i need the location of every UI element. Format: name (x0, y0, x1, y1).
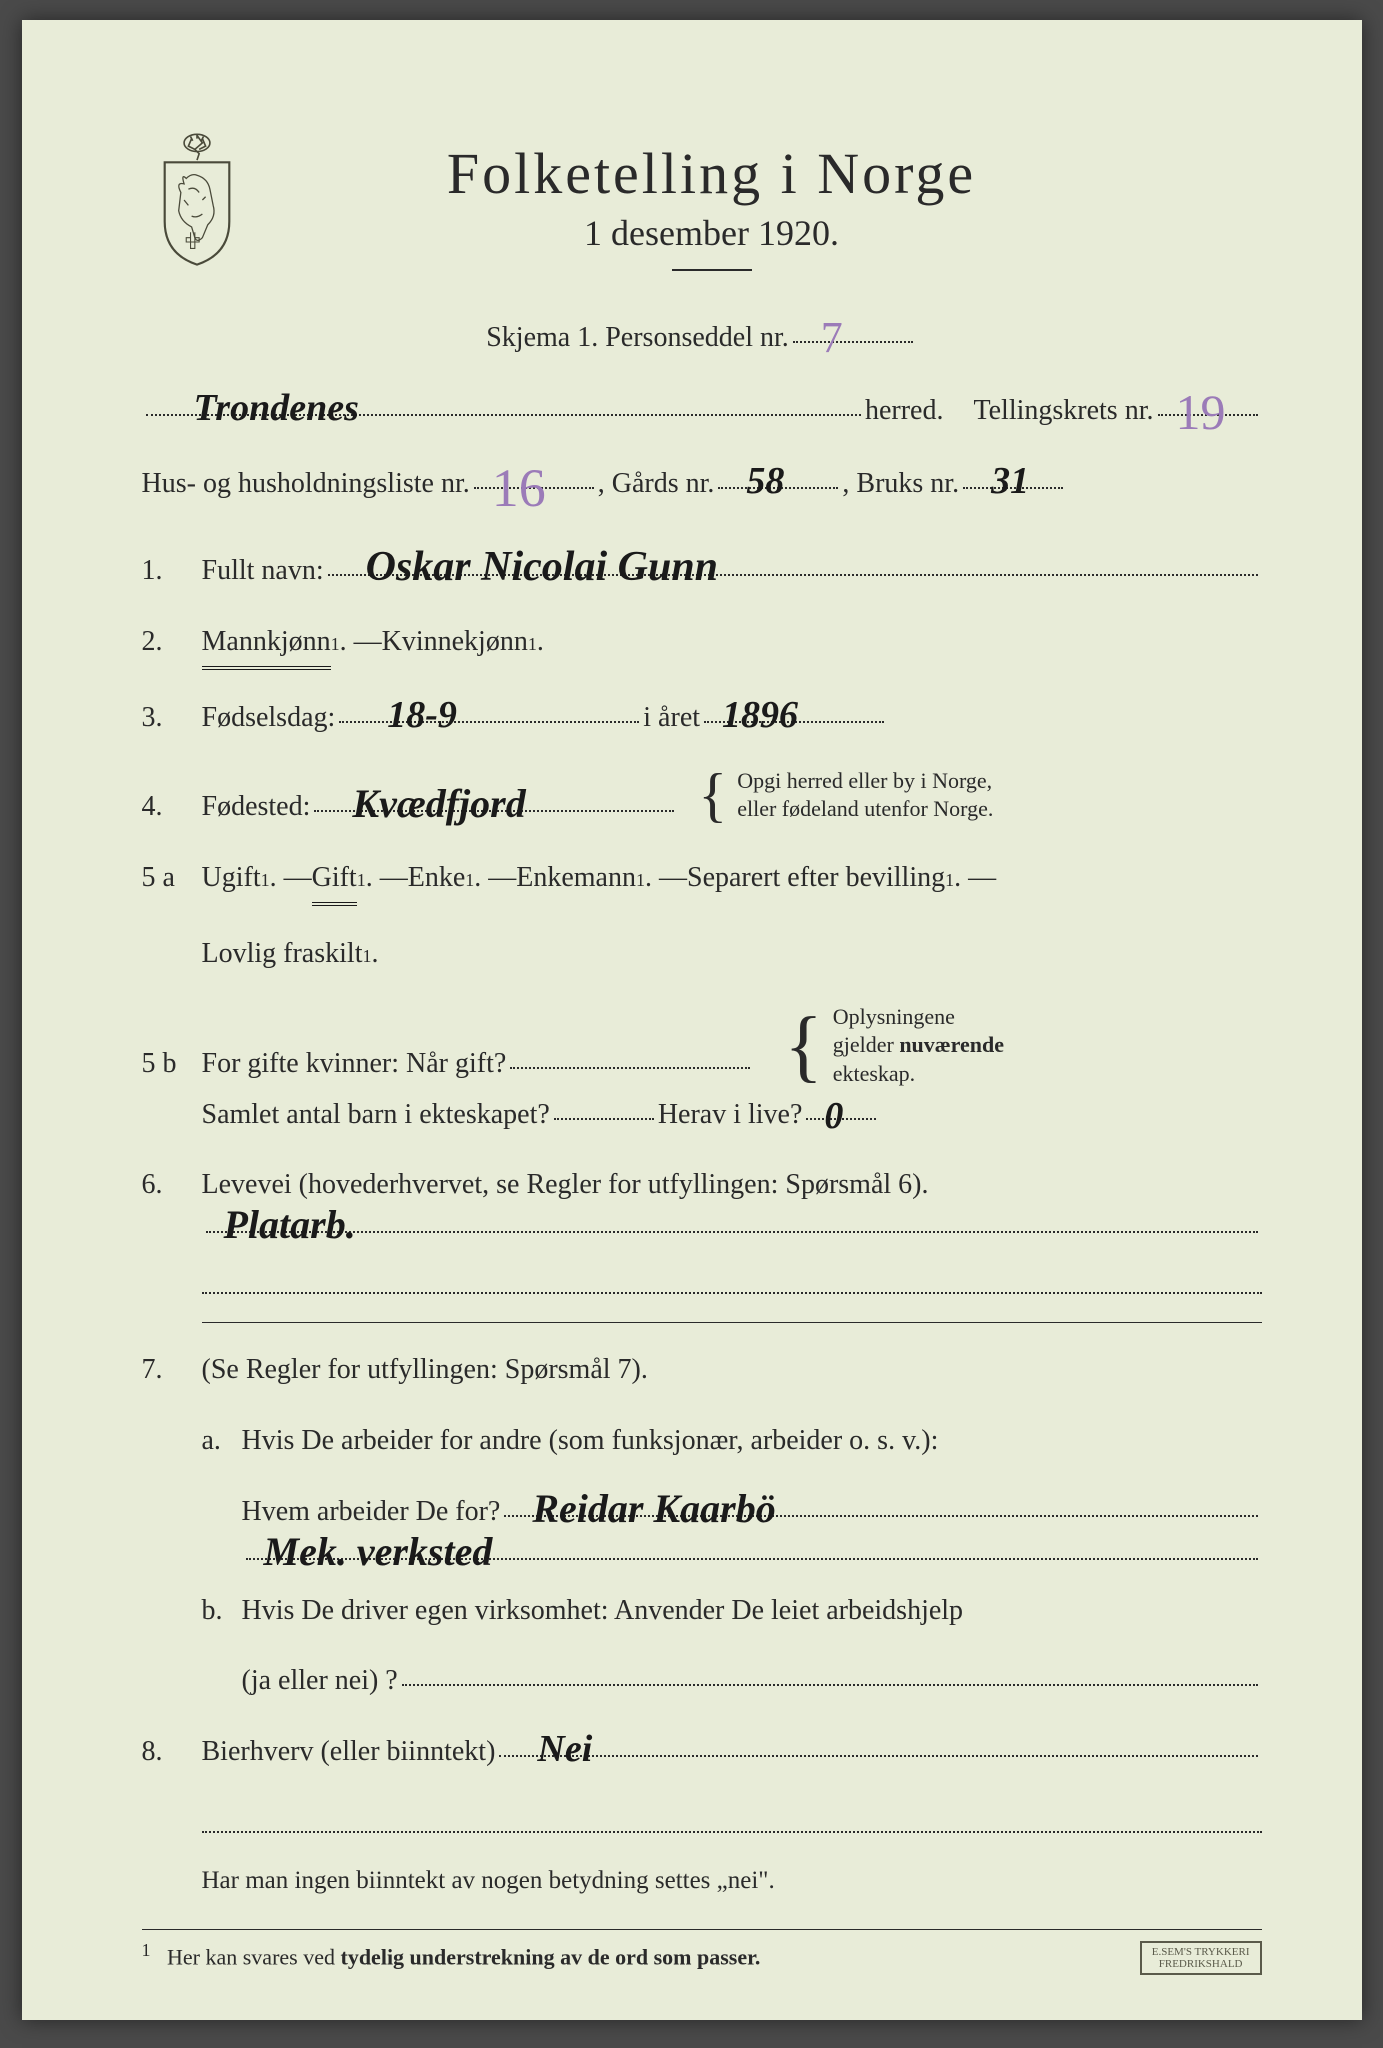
q5b-note2: gjelder nuværende (833, 1031, 1004, 1060)
q6-blank-line (202, 1262, 1262, 1294)
printer-stamp: E.SEM'S TRYKKERI FREDRIKSHALD (1140, 1941, 1262, 1975)
document-header: Folketelling i Norge 1 desember 1920. (142, 140, 1262, 286)
q5b-row2: Samlet antal barn i ekteskapet? Herav i … (142, 1093, 1262, 1138)
q7b-letter: b. (202, 1589, 242, 1634)
form-body: Skjema 1. Personseddel nr. 7 Trondenes h… (142, 316, 1262, 1901)
tellingskrets-label: Tellingskrets nr. (973, 389, 1153, 434)
q5a-fraskilt: Lovlig fraskilt (202, 932, 363, 977)
q7a-letter: a. (202, 1419, 242, 1464)
document-footer: 1 Her kan svares ved tydelig understrekn… (142, 1929, 1262, 1970)
q7b-line1: Hvis De driver egen virksomhet: Anvender… (242, 1589, 964, 1634)
q3-day: 18-9 (379, 685, 465, 746)
q5a-row: 5 a Ugift1. — Gift1. — Enke1. — Enkemann… (142, 856, 1262, 906)
q7b-line2: (ja eller nei) ? (242, 1659, 398, 1704)
q4-note-line2: eller fødeland utenfor Norge. (737, 795, 993, 824)
q3-num: 3. (142, 696, 202, 741)
tellingskrets-nr: 19 (1168, 372, 1234, 452)
q5b-note: { Oplysningene gjelder nuværende ekteska… (784, 1003, 1004, 1089)
bruks-nr: 31 (983, 451, 1037, 512)
q7a-row3: Mek. verksted (142, 1561, 1262, 1563)
q7a-value2: Mek. verksted (256, 1520, 501, 1584)
q5a-num: 5 a (142, 856, 202, 901)
q5b-label1: For gifte kvinner: Når gift? (202, 1042, 507, 1087)
q5a-enke: Enke (408, 856, 466, 901)
stamp-line1: E.SEM'S TRYKKERI (1152, 1946, 1250, 1958)
q2-kvinne: Kvinnekjønn (382, 620, 528, 665)
bruks-label: , Bruks nr. (842, 462, 959, 507)
q5a-enkemann: Enkemann (516, 856, 636, 901)
q4-num: 4. (142, 785, 202, 830)
q5a-gift: Gift (312, 856, 357, 906)
personseddel-nr: 7 (813, 303, 851, 373)
q7b-row: b. Hvis De driver egen virksomhet: Anven… (142, 1589, 1262, 1634)
main-title: Folketelling i Norge (292, 140, 1132, 207)
q8-row: 8. Bierhverv (eller biinntekt) Nei (142, 1730, 1262, 1775)
q3-year: 1896 (714, 685, 806, 746)
stamp-line2: FREDRIKSHALD (1152, 1958, 1250, 1970)
q4-value: Kvædfjord (344, 772, 533, 836)
gards-nr: 58 (738, 451, 792, 512)
q5b-num: 5 b (142, 1042, 202, 1087)
q3-year-label: i året (643, 696, 700, 741)
q8-label: Bierhverv (eller biinntekt) (202, 1730, 496, 1775)
coat-of-arms-icon (142, 130, 252, 270)
herred-label: herred. (865, 389, 944, 434)
q3-label: Fødselsdag: (202, 696, 336, 741)
q7b-row2: (ja eller nei) ? (142, 1659, 1262, 1704)
q2-mann: Mannkjønn (202, 620, 331, 670)
herred-name: Trondenes (186, 378, 367, 439)
q1-label: Fullt navn: (202, 549, 324, 594)
q6-value-row: Platarb. (142, 1234, 1262, 1236)
q5a-ugift: Ugift (202, 856, 261, 901)
q2-num: 2. (142, 620, 202, 665)
q5b-live: 0 (816, 1086, 851, 1147)
q5b-note1: Oplysningene (833, 1003, 1004, 1032)
q5a-row2: Lovlig fraskilt1. (142, 932, 1262, 977)
q1-num: 1. (142, 549, 202, 594)
q7-row: 7. (Se Regler for utfyllingen: Spørsmål … (142, 1348, 1262, 1393)
q3-row: 3. Fødselsdag: 18-9 i året 1896 (142, 696, 1262, 741)
footnote: 1 Her kan svares ved tydelig understrekn… (142, 1940, 1262, 1970)
q5b-row: 5 b For gifte kvinner: Når gift? { Oplys… (142, 1003, 1262, 1089)
q7-label: (Se Regler for utfyllingen: Spørsmål 7). (202, 1348, 648, 1393)
q6-value: Platarb. (216, 1193, 364, 1257)
q8-note: Har man ingen biinntekt av nogen betydni… (202, 1861, 775, 1901)
q2-row: 2. Mannkjønn1. — Kvinnekjønn1. (142, 620, 1262, 670)
title-block: Folketelling i Norge 1 desember 1920. (292, 140, 1262, 286)
husliste-label: Hus- og husholdningsliste nr. (142, 462, 470, 507)
gards-label: , Gårds nr. (598, 462, 715, 507)
census-form-document: Folketelling i Norge 1 desember 1920. Sk… (22, 20, 1362, 2020)
q8-blank-line (202, 1801, 1262, 1833)
q4-note-line1: Opgi herred eller by i Norge, (737, 767, 993, 796)
q4-row: 4. Fødested: Kvædfjord { Opgi herred ell… (142, 767, 1262, 830)
q4-note: { Opgi herred eller by i Norge, eller fø… (698, 767, 993, 824)
husliste-nr: 16 (484, 445, 554, 531)
q1-value: Oskar Nicolai Gunn (358, 534, 726, 601)
q8-note-row: Har man ingen biinntekt av nogen betydni… (142, 1861, 1262, 1901)
q7-num: 7. (142, 1348, 202, 1393)
title-divider (672, 269, 752, 271)
subtitle: 1 desember 1920. (292, 212, 1132, 254)
q5b-label3: Herav i live? (658, 1093, 803, 1138)
q7a-line1: Hvis De arbeider for andre (som funksjon… (242, 1419, 939, 1464)
q4-label: Fødested: (202, 785, 311, 830)
herred-row: Trondenes herred. Tellingskrets nr. 19 (142, 389, 1262, 434)
husliste-row: Hus- og husholdningsliste nr. 16 , Gårds… (142, 462, 1262, 507)
schema-row: Skjema 1. Personseddel nr. 7 (142, 316, 1262, 361)
q8-num: 8. (142, 1730, 202, 1775)
q6-num: 6. (142, 1163, 202, 1208)
section-divider (202, 1322, 1262, 1323)
q5a-separert: Separert efter bevilling (687, 856, 945, 901)
q7a-row: a. Hvis De arbeider for andre (som funks… (142, 1419, 1262, 1464)
q1-row: 1. Fullt navn: Oskar Nicolai Gunn (142, 549, 1262, 594)
q7a-value1: Reidar Kaarbö (524, 1477, 783, 1541)
q5b-note3: ekteskap. (833, 1060, 1004, 1089)
q8-value: Nei (529, 1719, 600, 1780)
q5b-label2: Samlet antal barn i ekteskapet? (202, 1093, 550, 1138)
schema-label: Skjema 1. Personseddel nr. (486, 316, 789, 361)
